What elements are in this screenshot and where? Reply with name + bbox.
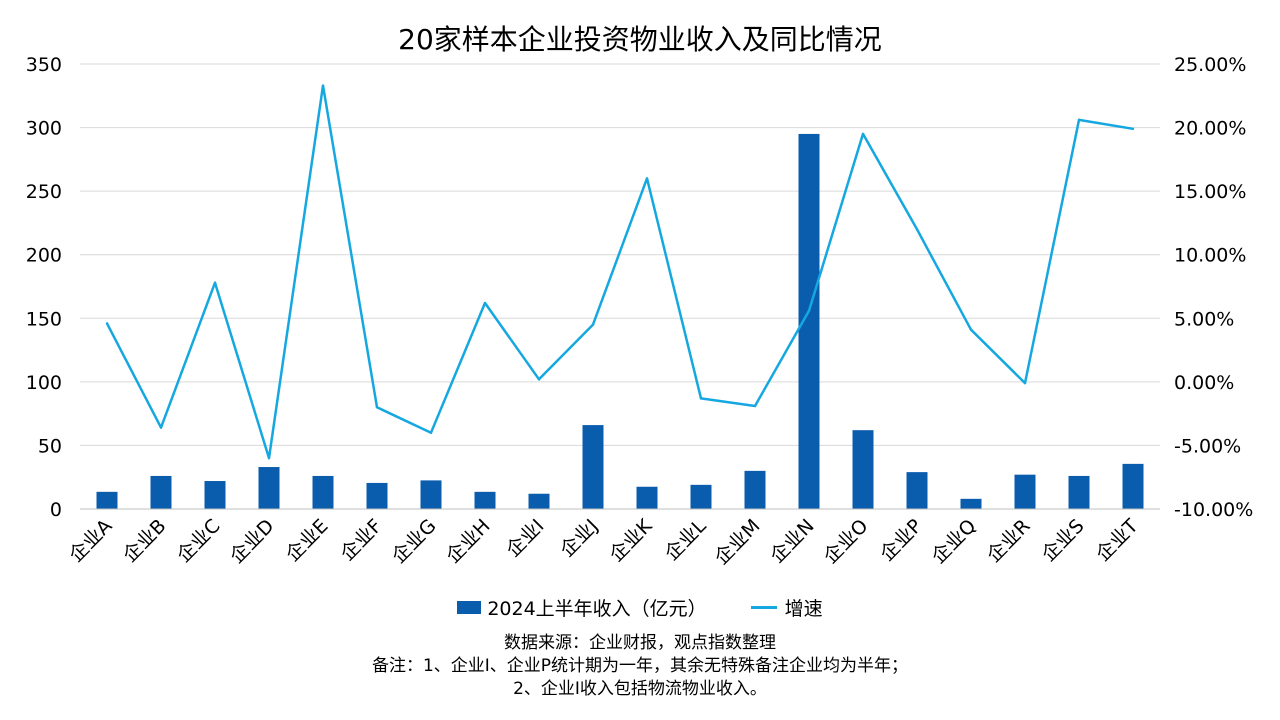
- bar: [1122, 463, 1144, 509]
- y-right-tick-label: 0.00%: [1174, 372, 1234, 394]
- line-point: [537, 378, 541, 381]
- bar: [690, 484, 712, 509]
- legend: 2024上半年收入（亿元） 增速: [0, 594, 1280, 621]
- x-tick-label: 企业S: [1038, 515, 1089, 566]
- x-tick-label: 企业P: [876, 515, 927, 566]
- bar: [960, 498, 982, 509]
- x-tick-label: 企业H: [442, 515, 495, 568]
- bar: [1068, 475, 1090, 509]
- note-line-1: 备注：1、企业I、企业P统计期为一年，其余无特殊备注企业均为半年；: [371, 656, 909, 676]
- bar: [528, 493, 550, 509]
- bar: [366, 482, 388, 509]
- bar: [798, 133, 820, 509]
- legend-bar-label: 2024上半年收入（亿元）: [487, 598, 707, 620]
- line-point: [483, 301, 487, 305]
- line-point: [213, 281, 217, 284]
- y-left-tick-label: 50: [38, 435, 62, 457]
- x-tick-label: 企业A: [65, 515, 117, 567]
- line-point: [375, 406, 379, 409]
- x-tick-label: 企业L: [661, 515, 711, 565]
- line-point: [753, 404, 757, 408]
- chart-title: 20家样本企业投资物业收入及同比情况: [398, 23, 882, 56]
- growth-line: [105, 84, 1134, 460]
- y-left-tick-label: 350: [26, 54, 62, 76]
- y-left-tick-label: 150: [26, 308, 62, 330]
- x-tick-label: 企业J: [556, 515, 602, 561]
- y-left-tick-label: 0: [50, 499, 62, 521]
- y-right-tick-label: 15.00%: [1174, 181, 1246, 203]
- legend-bar-swatch: [457, 601, 482, 614]
- bar: [582, 425, 604, 509]
- bar: [150, 475, 172, 509]
- y-right-tick-label: 10.00%: [1174, 245, 1246, 267]
- x-tick-label: 企业Q: [928, 515, 981, 568]
- x-tick-label: 企业D: [226, 515, 279, 568]
- bar: [204, 481, 226, 509]
- line-point: [159, 426, 163, 429]
- source-line: 数据来源：企业财报，观点指数整理: [504, 633, 776, 653]
- line-point: [645, 177, 649, 180]
- line-point: [969, 328, 973, 331]
- x-tick-label: 企业K: [605, 515, 657, 567]
- x-tick-label: 企业E: [282, 515, 333, 566]
- y-right-tick-label: 5.00%: [1174, 308, 1234, 330]
- y-left-tick-label: 250: [26, 181, 62, 203]
- note-line-2: 2、企业I收入包括物流物业收入。: [513, 679, 767, 699]
- legend-line-label: 增速: [784, 598, 823, 620]
- line-point: [321, 84, 325, 87]
- x-tick-label: 企业B: [119, 515, 171, 567]
- x-tick-label: 企业M: [711, 515, 765, 569]
- bar: [744, 470, 766, 509]
- legend-item-revenue: 2024上半年收入（亿元）: [457, 594, 707, 621]
- y-left-tick-label: 300: [26, 118, 62, 140]
- x-tick-label: 企业R: [983, 515, 1035, 567]
- x-tick-label: 企业C: [173, 515, 225, 567]
- bar: [258, 467, 280, 509]
- grid-lines: [80, 63, 1160, 446]
- y-left-tick-label: 100: [26, 372, 62, 394]
- bar: [1014, 474, 1036, 509]
- line-point: [591, 323, 595, 326]
- line-point: [861, 132, 865, 136]
- bar: [636, 486, 658, 509]
- bar-series: [96, 133, 1144, 509]
- x-tick-label: 企业T: [1092, 515, 1143, 566]
- line-point: [807, 309, 811, 312]
- bar: [852, 430, 874, 509]
- line-point: [1131, 127, 1135, 131]
- source-notes: 数据来源：企业财报，观点指数整理 备注：1、企业I、企业P统计期为一年，其余无特…: [0, 632, 1280, 701]
- line-point: [105, 322, 109, 325]
- line-point: [1023, 381, 1027, 385]
- bar: [96, 491, 118, 509]
- bar: [312, 475, 334, 509]
- y-left-tick-label: 200: [26, 245, 62, 267]
- legend-line-swatch: [750, 606, 777, 609]
- legend-item-growth: 增速: [750, 594, 823, 621]
- x-tick-label: 企业O: [820, 515, 873, 568]
- line-point: [915, 228, 919, 231]
- bar: [474, 491, 496, 509]
- line-point: [699, 397, 703, 400]
- bar: [420, 480, 442, 509]
- x-tick-label: 企业F: [336, 515, 386, 565]
- x-tick-label: 企业G: [388, 515, 441, 568]
- y-right-tick-label: -10.00%: [1174, 499, 1253, 521]
- line-point: [267, 456, 271, 460]
- x-tick-label: 企业I: [502, 515, 548, 561]
- line-point: [429, 431, 433, 434]
- y-right-tick-label: 20.00%: [1174, 118, 1246, 140]
- line-series: [105, 84, 1135, 460]
- y-right-tick-label: 25.00%: [1174, 54, 1246, 76]
- y-right-tick-label: -5.00%: [1174, 435, 1241, 457]
- line-point: [1077, 118, 1081, 122]
- bar: [906, 472, 928, 509]
- x-tick-label: 企业N: [766, 515, 818, 567]
